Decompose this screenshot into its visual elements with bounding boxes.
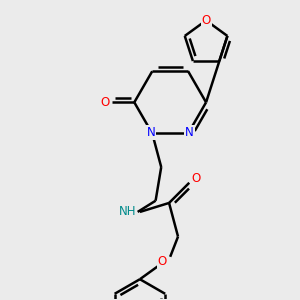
Text: NH: NH [119,206,136,218]
Text: O: O [191,172,201,185]
Text: O: O [100,96,110,109]
Text: O: O [202,14,211,27]
Text: O: O [158,255,167,268]
Text: N: N [147,126,155,139]
Text: N: N [185,126,194,139]
